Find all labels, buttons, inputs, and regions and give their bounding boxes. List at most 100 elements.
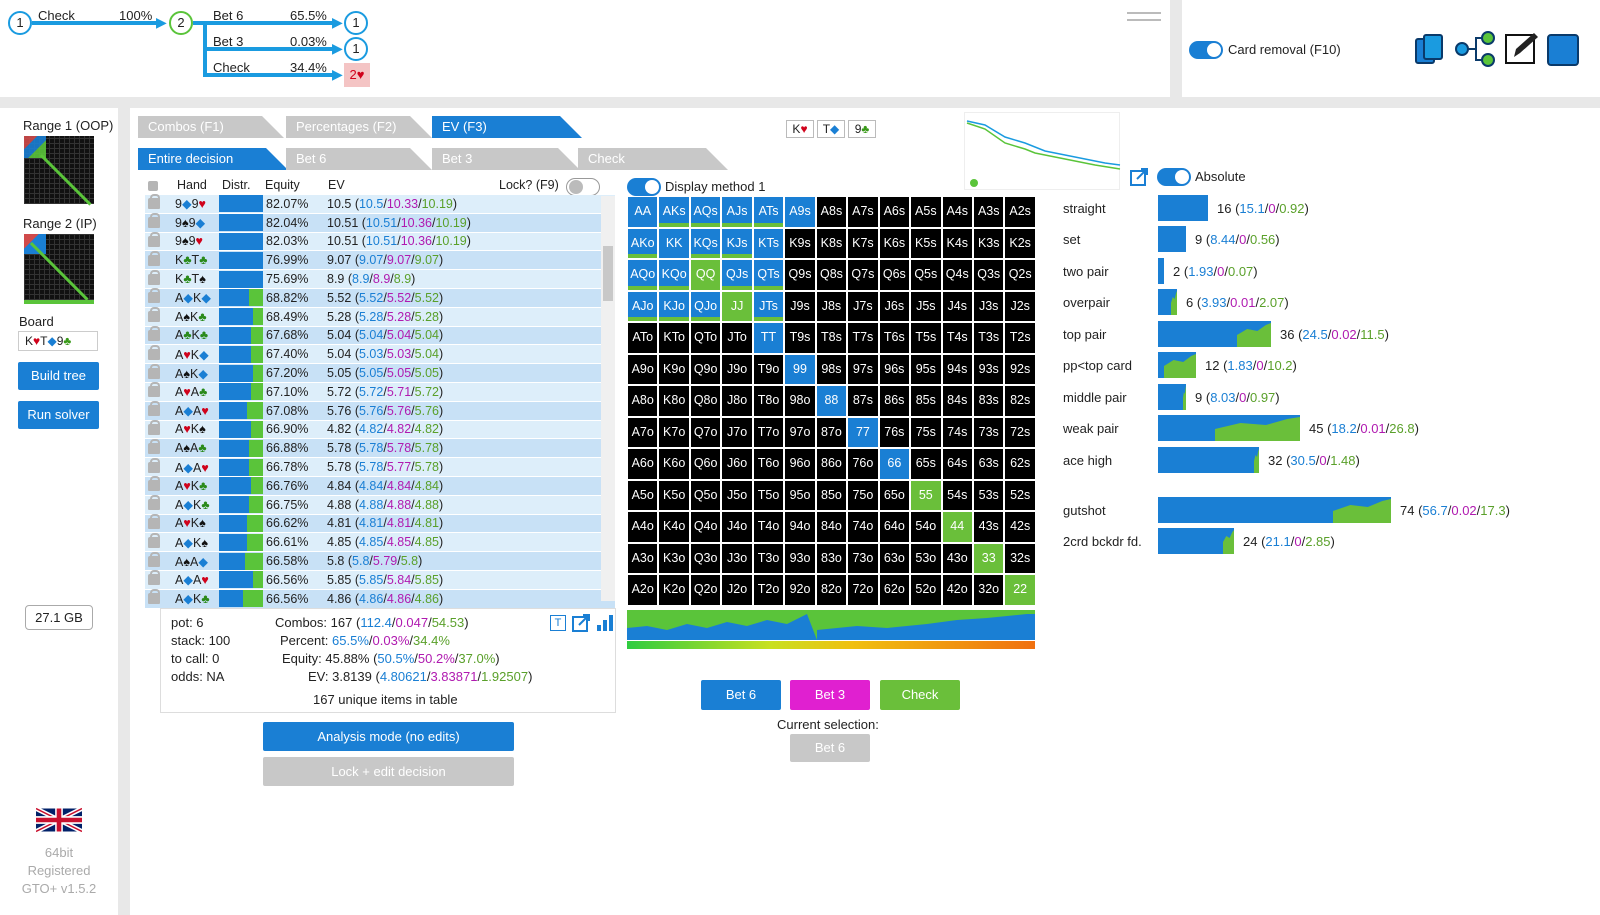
display-method-toggle[interactable] bbox=[627, 178, 661, 196]
grid-cell[interactable]: J4s bbox=[941, 290, 973, 322]
table-row[interactable]: A♥K♣ 66.76% 4.84 (4.84/4.84/4.84) bbox=[145, 476, 615, 496]
lock-icon[interactable] bbox=[148, 325, 160, 341]
save-icon[interactable] bbox=[1546, 33, 1582, 67]
grid-cell[interactable]: A7s bbox=[847, 196, 879, 228]
grid-cell[interactable]: 43o bbox=[941, 542, 973, 574]
grid-cell[interactable]: KJs bbox=[721, 227, 753, 259]
table-row[interactable]: K♣T♣ 76.99% 9.07 (9.07/9.07/9.07) bbox=[145, 250, 615, 271]
collapse-handle-icon[interactable] bbox=[1127, 12, 1161, 21]
edit-icon[interactable] bbox=[1504, 31, 1540, 67]
table-row[interactable]: A◆A♥ 67.08% 5.76 (5.76/5.76/5.76) bbox=[145, 401, 615, 421]
grid-cell[interactable]: AJs bbox=[721, 196, 753, 228]
grid-cell[interactable]: 96s bbox=[878, 353, 911, 385]
grid-cell[interactable]: ATo bbox=[627, 322, 659, 354]
grid-cell[interactable]: AQs bbox=[689, 196, 722, 228]
grid-cell[interactable]: 42o bbox=[941, 574, 973, 606]
grid-cell[interactable]: T8o bbox=[752, 385, 785, 417]
grid-cell[interactable]: K7s bbox=[847, 227, 879, 259]
grid-cell[interactable]: T6o bbox=[752, 448, 785, 480]
analysis-mode-button[interactable]: Analysis mode (no edits) bbox=[263, 722, 514, 751]
grid-cell[interactable]: 84o bbox=[815, 511, 848, 543]
grid-cell[interactable]: KQo bbox=[658, 259, 690, 291]
grid-cell[interactable]: 82s bbox=[1004, 385, 1036, 417]
grid-cell[interactable]: J3o bbox=[721, 542, 753, 574]
grid-cell[interactable]: 97s bbox=[847, 353, 879, 385]
grid-cell[interactable]: 93o bbox=[784, 542, 816, 574]
lock-icon[interactable] bbox=[148, 570, 160, 586]
grid-cell[interactable]: 95o bbox=[784, 479, 816, 511]
grid-cell[interactable]: 54s bbox=[941, 479, 973, 511]
grid-cell[interactable]: A8s bbox=[815, 196, 848, 228]
stat-bar[interactable] bbox=[1158, 258, 1164, 284]
grid-cell[interactable]: K3s bbox=[972, 227, 1005, 259]
grid-cell[interactable]: J4o bbox=[721, 511, 753, 543]
grid-cell[interactable]: Q5s bbox=[910, 259, 942, 291]
grid-cell[interactable]: 62o bbox=[878, 574, 911, 606]
grid-cell[interactable]: 86o bbox=[815, 448, 848, 480]
grid-cell[interactable]: T9o bbox=[752, 353, 785, 385]
lock-icon[interactable] bbox=[148, 382, 160, 398]
table-row[interactable]: A♥K♠ 66.90% 4.82 (4.82/4.82/4.82) bbox=[145, 419, 615, 440]
grid-cell[interactable]: A4o bbox=[627, 511, 659, 543]
grid-cell[interactable]: 99 bbox=[784, 353, 816, 385]
grid-cell[interactable]: A8o bbox=[627, 385, 659, 417]
grid-cell[interactable]: J8s bbox=[815, 290, 848, 322]
grid-cell[interactable]: K8o bbox=[658, 385, 690, 417]
grid-cell[interactable]: 86s bbox=[878, 385, 911, 417]
lock-icon[interactable] bbox=[148, 551, 160, 567]
absolute-toggle[interactable] bbox=[1157, 168, 1191, 186]
grid-cell[interactable]: 53o bbox=[910, 542, 942, 574]
grid-cell[interactable]: KTo bbox=[658, 322, 690, 354]
grid-cell[interactable]: Q5o bbox=[689, 479, 722, 511]
grid-cell[interactable]: K6o bbox=[658, 448, 690, 480]
lock-icon[interactable] bbox=[148, 250, 160, 266]
lock-icon[interactable] bbox=[148, 288, 160, 304]
grid-cell[interactable]: 52o bbox=[910, 574, 942, 606]
grid-cell[interactable]: Q4o bbox=[689, 511, 722, 543]
lock-icon[interactable] bbox=[148, 344, 160, 360]
table-row[interactable]: K♣T♠ 75.69% 8.9 (8.9/8.9/8.9) bbox=[145, 269, 615, 289]
stat-bar[interactable] bbox=[1158, 497, 1391, 523]
table-row[interactable]: A◆K♣ 66.75% 4.88 (4.88/4.88/4.88) bbox=[145, 495, 615, 515]
grid-cell[interactable]: T4s bbox=[941, 322, 973, 354]
grid-cell[interactable]: 95s bbox=[910, 353, 942, 385]
table-row[interactable]: A♥A♣ 67.10% 5.72 (5.72/5.71/5.72) bbox=[145, 382, 615, 402]
current-selection-value[interactable]: Bet 6 bbox=[790, 734, 870, 762]
grid-cell[interactable]: 96o bbox=[784, 448, 816, 480]
grid-cell[interactable]: 42s bbox=[1004, 511, 1036, 543]
tab-percentages[interactable]: Percentages (F2) bbox=[286, 116, 432, 138]
subtab-bet3[interactable]: Bet 3 bbox=[432, 148, 580, 170]
tree-node-bet6[interactable]: 1 bbox=[344, 11, 368, 35]
lock-icon[interactable] bbox=[148, 476, 160, 492]
grid-cell[interactable]: 83s bbox=[972, 385, 1005, 417]
table-row[interactable]: A◆K♣ 66.56% 4.86 (4.86/4.86/4.86) bbox=[145, 589, 615, 609]
grid-cell[interactable]: 63s bbox=[972, 448, 1005, 480]
grid-cell[interactable]: K4o bbox=[658, 511, 690, 543]
grid-cell[interactable]: Q2o bbox=[689, 574, 722, 606]
grid-cell[interactable]: JTo bbox=[721, 322, 753, 354]
lock-icon[interactable] bbox=[148, 401, 160, 417]
grid-cell[interactable]: 73o bbox=[847, 542, 879, 574]
uk-flag-icon[interactable] bbox=[34, 805, 84, 835]
lock-icon[interactable] bbox=[148, 194, 160, 210]
grid-cell[interactable]: 93s bbox=[972, 353, 1005, 385]
table-row[interactable]: 9◆9♥ 82.07% 10.5 (10.5/10.33/10.19) bbox=[145, 194, 615, 214]
card-removal-toggle[interactable] bbox=[1189, 41, 1223, 59]
grid-cell[interactable]: K3o bbox=[658, 542, 690, 574]
grid-cell[interactable]: K5s bbox=[910, 227, 942, 259]
grid-cell[interactable]: ATs bbox=[752, 196, 785, 228]
grid-cell[interactable]: AJo bbox=[627, 290, 659, 322]
grid-cell[interactable]: Q7o bbox=[689, 416, 722, 448]
grid-cell[interactable]: A6s bbox=[878, 196, 911, 228]
table-row[interactable]: A◆A♥ 66.78% 5.78 (5.78/5.77/5.78) bbox=[145, 457, 615, 477]
grid-cell[interactable]: T2o bbox=[752, 574, 785, 606]
grid-cell[interactable]: T9s bbox=[784, 322, 816, 354]
grid-cell[interactable]: Q3s bbox=[972, 259, 1005, 291]
grid-cell[interactable]: J7o bbox=[721, 416, 753, 448]
grid-cell[interactable]: 32o bbox=[972, 574, 1005, 606]
grid-cell[interactable]: K2o bbox=[658, 574, 690, 606]
table-row[interactable]: A◆K♠ 66.61% 4.85 (4.85/4.85/4.85) bbox=[145, 532, 615, 553]
grid-cell[interactable]: T4o bbox=[752, 511, 785, 543]
grid-cell[interactable]: 72s bbox=[1004, 416, 1036, 448]
grid-cell[interactable]: K6s bbox=[878, 227, 911, 259]
